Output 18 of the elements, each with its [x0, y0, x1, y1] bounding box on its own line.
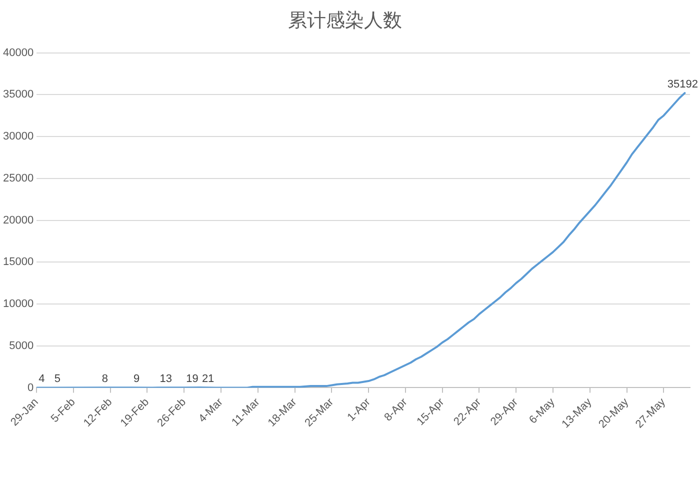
- data-label: 9: [133, 373, 140, 386]
- y-tick-label: 5000: [9, 340, 34, 352]
- y-tick-label: 20000: [2, 214, 34, 226]
- data-label: 21: [202, 373, 214, 386]
- chart-title: 累计感染人数: [288, 10, 402, 32]
- y-tick-label: 0: [27, 382, 34, 394]
- data-label: 8: [102, 373, 108, 386]
- data-label: 5: [54, 373, 61, 386]
- y-tick-label: 15000: [2, 256, 34, 268]
- data-label: 35192: [667, 78, 698, 91]
- data-label: 19: [186, 373, 198, 386]
- y-tick-label: 35000: [2, 88, 34, 101]
- data-label: 4: [38, 373, 45, 386]
- y-tick-label: 40000: [2, 46, 34, 59]
- y-tick-label: 25000: [2, 172, 34, 184]
- y-tick-label: 10000: [2, 298, 34, 310]
- y-tick-label: 30000: [2, 130, 34, 143]
- data-label: 13: [160, 373, 172, 386]
